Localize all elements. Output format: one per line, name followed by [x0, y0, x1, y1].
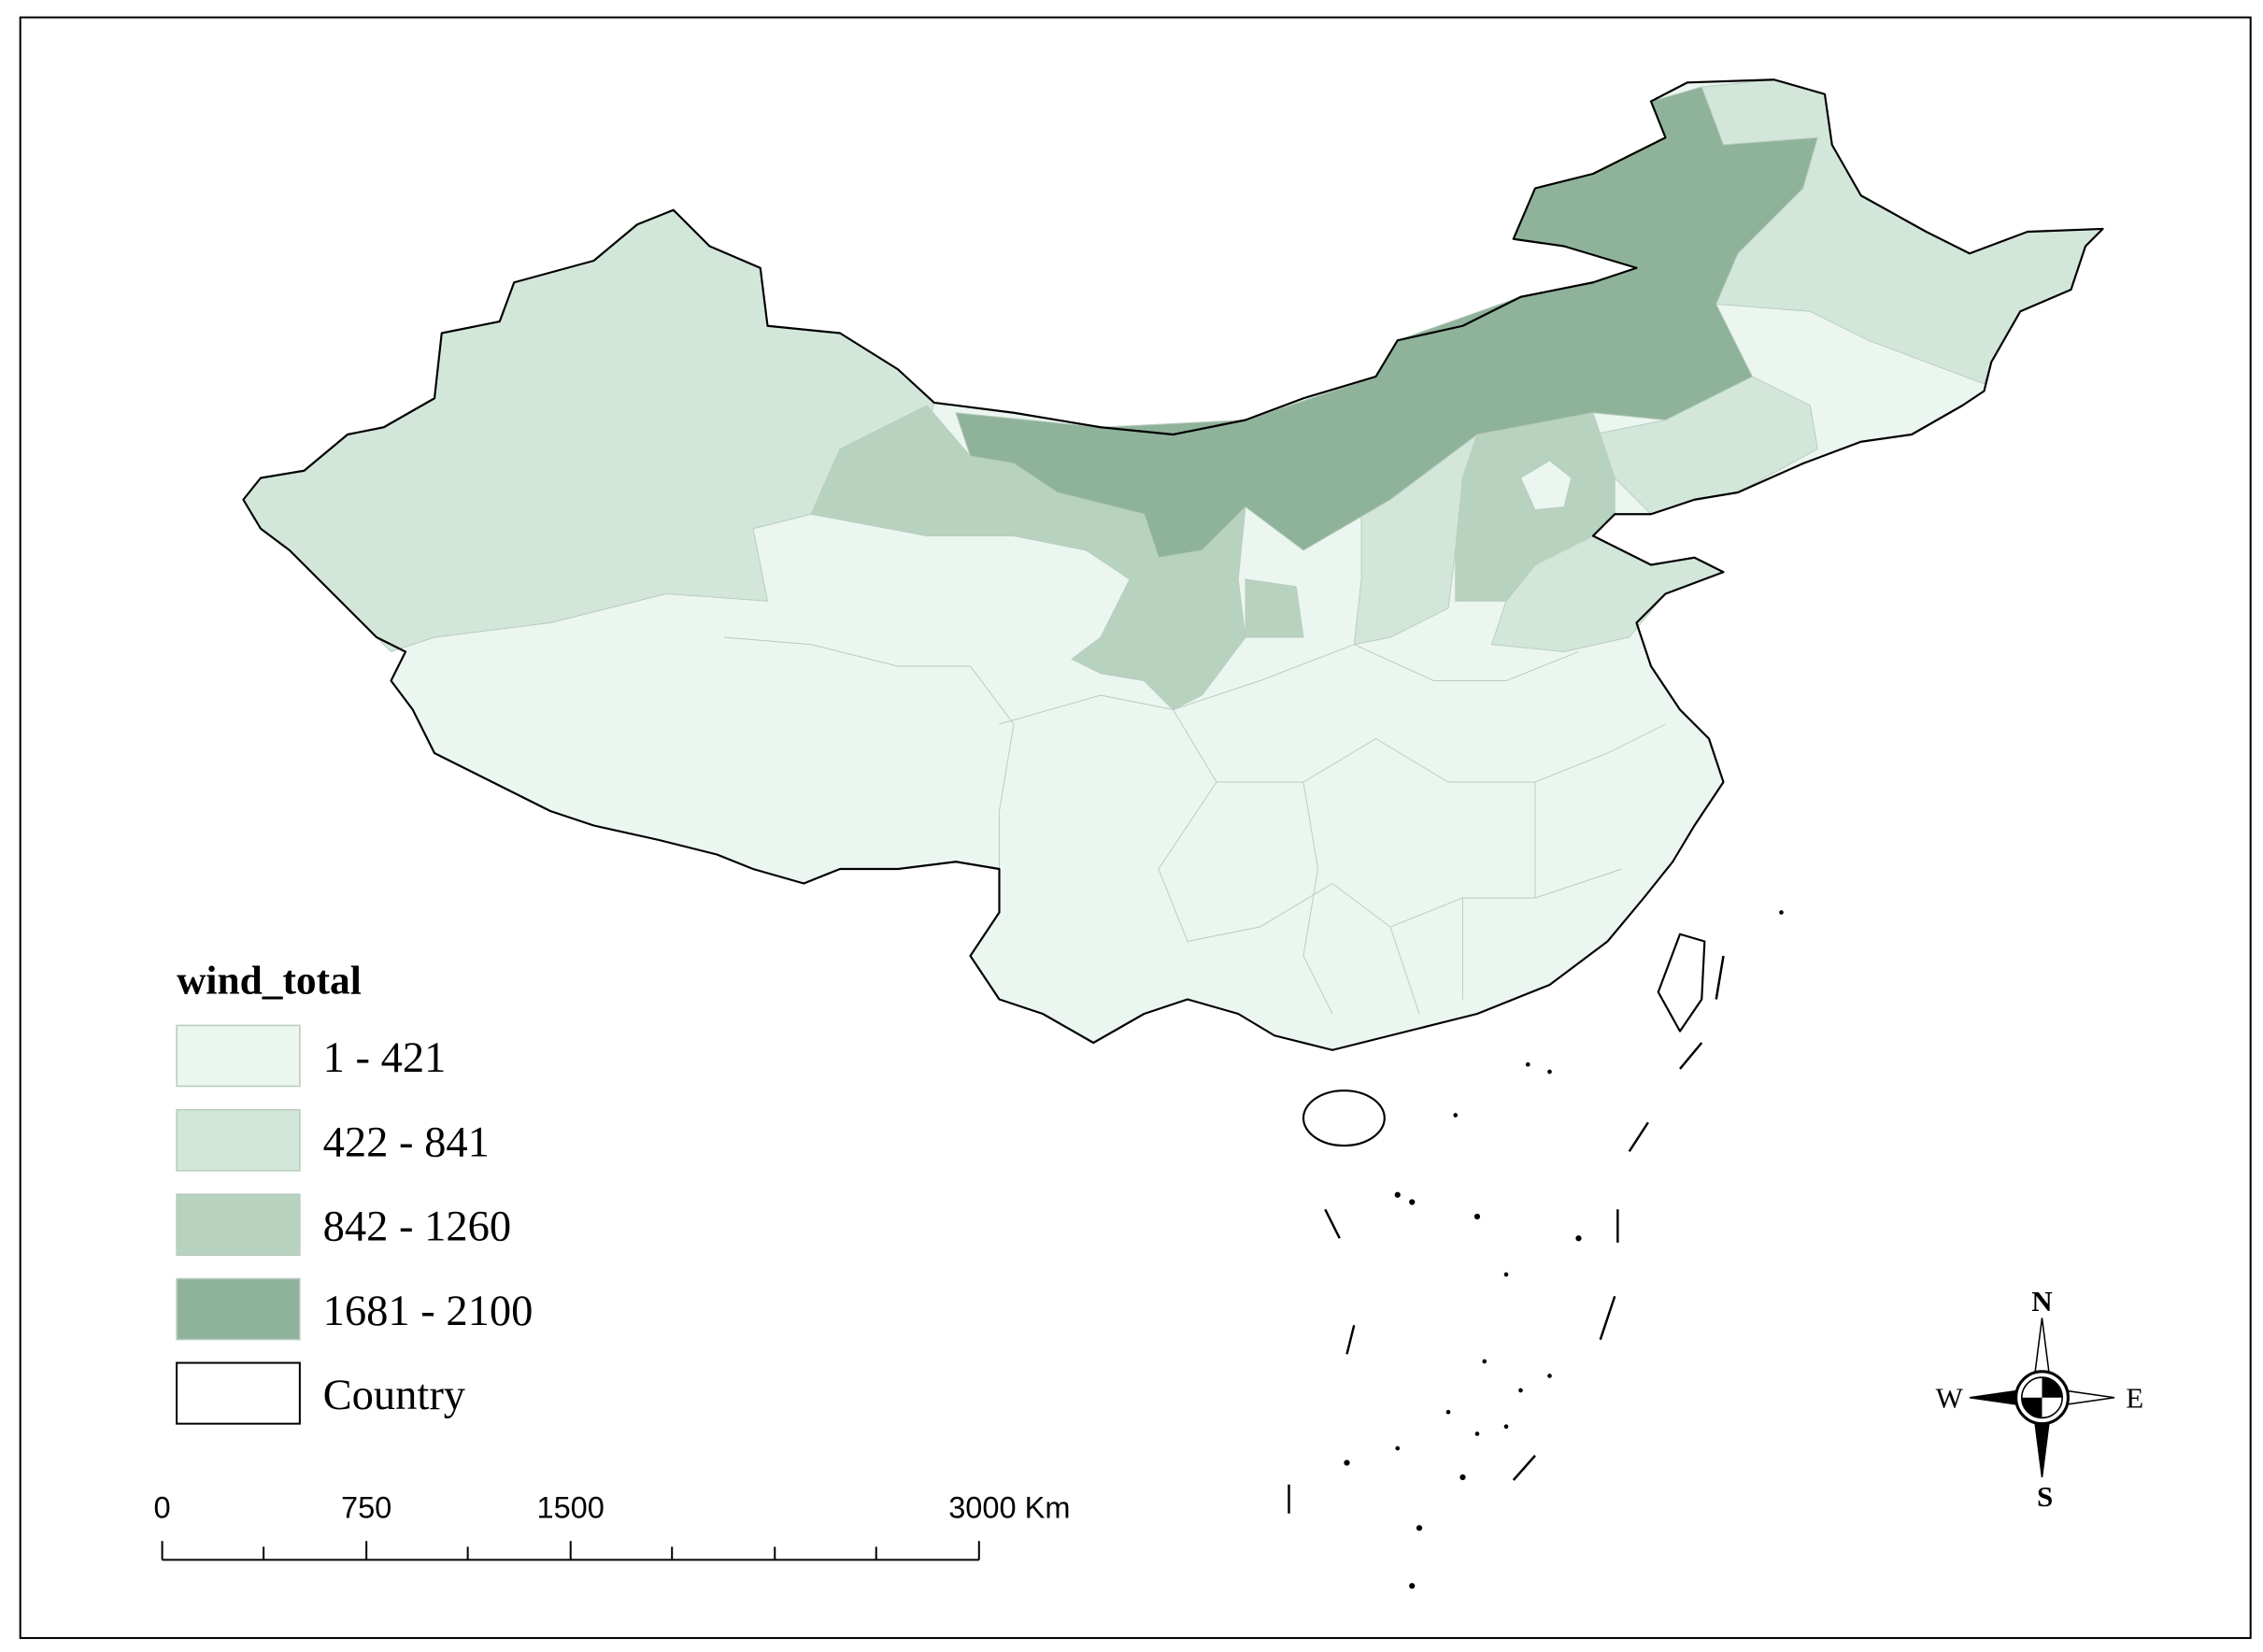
legend-label: 1 - 421: [323, 1034, 447, 1082]
legend-label: 422 - 841: [323, 1118, 490, 1166]
scale-label: 3000 Km: [948, 1490, 1070, 1524]
legend-swatch: [176, 1277, 301, 1341]
legend-swatch: [176, 1193, 301, 1257]
island-hainan: [1302, 1089, 1386, 1147]
compass-label: S: [2037, 1480, 2053, 1513]
scale-label: 1500: [536, 1490, 604, 1524]
legend-swatch: [176, 1108, 301, 1172]
region: [1245, 578, 1304, 638]
scale-bar: [161, 1541, 980, 1561]
legend-label: Country: [323, 1372, 466, 1419]
legend-title: wind_total: [177, 958, 362, 1003]
legend: 1 - 421 422 - 841 842 - 1260 1681 - 2100: [176, 1024, 534, 1341]
compass-label: N: [2031, 1285, 2052, 1317]
compass-label: E: [2126, 1382, 2143, 1415]
scale-label: 750: [341, 1490, 391, 1524]
compass-label: W: [1936, 1382, 1964, 1415]
island-taiwan: [1657, 933, 1706, 1032]
map-layout: wind_total 1 - 421 422 - 841 842 - 1260 168…: [19, 16, 2252, 1640]
sea-boundaries: [1288, 955, 1725, 1514]
country-outline: [242, 78, 2104, 1051]
province-borders: [723, 636, 1666, 1015]
region: [1519, 460, 1573, 511]
legend-swatch: [176, 1361, 301, 1425]
legend-label: 842 - 1260: [323, 1203, 512, 1251]
legend-label: 1681 - 2100: [323, 1288, 534, 1335]
small-islands: [1344, 910, 1784, 1589]
scale-label: 0: [154, 1490, 171, 1524]
legend-swatch: [176, 1024, 301, 1088]
compass: [1969, 1317, 2115, 1478]
